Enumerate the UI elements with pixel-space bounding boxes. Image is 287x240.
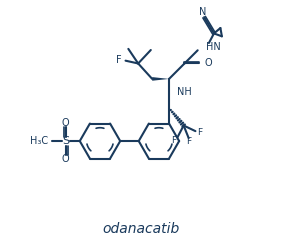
Text: F: F [171,136,176,145]
Text: O: O [62,118,69,128]
Text: O: O [204,58,212,68]
Text: N: N [199,6,207,17]
Text: F: F [186,137,191,146]
Text: NH: NH [177,87,192,97]
Polygon shape [152,77,169,81]
Text: O: O [62,154,69,164]
Text: F: F [116,55,121,65]
Text: S: S [62,136,69,146]
Text: H₃C: H₃C [30,136,48,146]
Text: odanacatib: odanacatib [102,222,179,236]
Text: F: F [197,128,202,137]
Text: HN: HN [205,42,220,52]
